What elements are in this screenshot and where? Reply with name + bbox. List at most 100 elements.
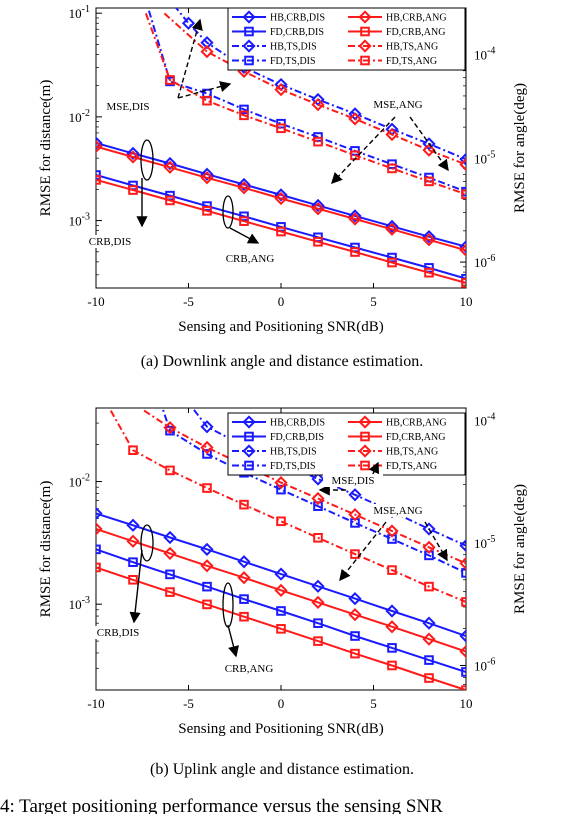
legend-marker: [360, 55, 370, 66]
data-point: [311, 97, 325, 112]
data-point: [274, 567, 288, 581]
data-point: [350, 648, 360, 659]
annotation-label: MSE,ANG: [373, 99, 422, 111]
legend: HB,CRB,DIS FD,CRB,DIS HB,TS,DIS FD,TS,DIS HB…: [227, 7, 466, 71]
series-line-hb-crb-dis: [96, 512, 466, 637]
y-tick-label-right: 10-5: [474, 534, 495, 551]
y-tick-label-right: 10-4: [474, 411, 495, 428]
data-point: [128, 574, 138, 585]
data-point: [239, 110, 249, 121]
data-point: [350, 549, 360, 559]
data-point: [461, 597, 466, 607]
x-tick-label: 0: [278, 294, 285, 309]
legend-entry: HB,CRB,DIS: [270, 418, 325, 429]
data-point: [422, 616, 436, 630]
legend-entry: FD,TS,ANG: [386, 56, 437, 67]
data-point: [237, 177, 251, 192]
data-point: [96, 170, 101, 180]
data-point: [422, 233, 436, 247]
data-point: [422, 522, 436, 536]
series-line-fd-crb-ang: [96, 566, 466, 690]
data-point: [461, 278, 466, 288]
y-tick-label-left: 10-3: [69, 595, 90, 612]
data-point: [163, 160, 177, 174]
annotation-arrow: [177, 81, 232, 99]
legend-entry: HB,TS,ANG: [386, 42, 438, 53]
data-point: [126, 534, 140, 548]
data-point: [239, 211, 249, 222]
data-point: [387, 252, 397, 263]
legend-entry: HB,CRB,ANG: [386, 13, 447, 24]
data-point: [459, 539, 466, 553]
annotation-arrow: [229, 227, 260, 244]
legend-marker: [242, 444, 256, 458]
data-point: [313, 618, 323, 628]
series-line-fd-crb-dis: [96, 548, 466, 673]
x-tick-label: 5: [370, 696, 377, 711]
data-point: [202, 581, 212, 592]
figure-caption: 4: Target positioning performance versus…: [0, 796, 443, 814]
data-point: [313, 636, 323, 646]
data-point: [311, 491, 325, 506]
data-point: [348, 592, 362, 606]
legend-marker: [242, 39, 256, 53]
annotation-ellipse: [222, 582, 234, 628]
data-point: [200, 420, 214, 434]
annotation-bg: [323, 474, 383, 487]
data-point: [385, 620, 399, 634]
data-point: [424, 581, 434, 592]
data-point: [422, 143, 436, 157]
y-tick-label-right: 10-5: [474, 149, 495, 166]
data-point: [387, 660, 397, 671]
annotation-ellipse: [222, 195, 234, 229]
data-point: [422, 540, 436, 554]
data-point: [126, 146, 140, 160]
data-point: [128, 445, 138, 455]
legend-entry: FD,TS,ANG: [386, 461, 437, 472]
data-point: [274, 83, 288, 97]
data-point: [348, 212, 362, 226]
legend-marker: [242, 415, 256, 429]
x-axis-label: Sensing and Positioning SNR(dB): [178, 721, 383, 737]
data-point: [96, 136, 103, 150]
data-point: [424, 673, 434, 683]
data-point: [387, 643, 397, 653]
data-point: [239, 216, 249, 226]
data-point: [274, 188, 288, 202]
annotation-bg: [368, 98, 428, 111]
data-point: [313, 136, 323, 147]
data-point: [461, 568, 466, 578]
data-point: [348, 488, 362, 502]
annotation-bg: [80, 235, 140, 248]
y-axis-label-right: RMSE for angle(deg): [512, 484, 528, 614]
data-point: [459, 243, 466, 257]
y-tick-label-right: 10-6: [474, 253, 495, 270]
series-group: [96, 8, 466, 288]
legend-entry: FD,CRB,DIS: [270, 27, 324, 38]
data-point: [126, 150, 140, 164]
data-point: [387, 257, 397, 268]
legend-box: [227, 7, 466, 71]
data-point: [274, 191, 288, 206]
chart-panel-b: -10 -5 0 5 10 10-2 10-3 10-4 10-5 10-6 Sensing and…: [38, 407, 528, 778]
data-point: [276, 484, 286, 495]
data-point: [311, 472, 325, 486]
data-point: [96, 562, 101, 573]
data-point: [385, 127, 399, 142]
data-point: [274, 583, 288, 597]
annotation-label: CRB,ANG: [225, 663, 274, 675]
legend-marker: [358, 39, 372, 53]
legend-marker: [358, 10, 372, 24]
data-point: [276, 606, 286, 616]
annotation-arrow: [368, 461, 379, 477]
annotation-label: CRB,DIS: [97, 627, 140, 639]
annotation-arrow: [331, 116, 396, 185]
data-point: [128, 557, 138, 567]
annotation-arrow: [409, 116, 449, 172]
data-point: [422, 632, 436, 646]
data-point: [276, 516, 286, 527]
data-point: [385, 219, 399, 233]
data-point: [163, 156, 177, 171]
data-point: [348, 209, 362, 223]
data-point: [126, 518, 140, 532]
